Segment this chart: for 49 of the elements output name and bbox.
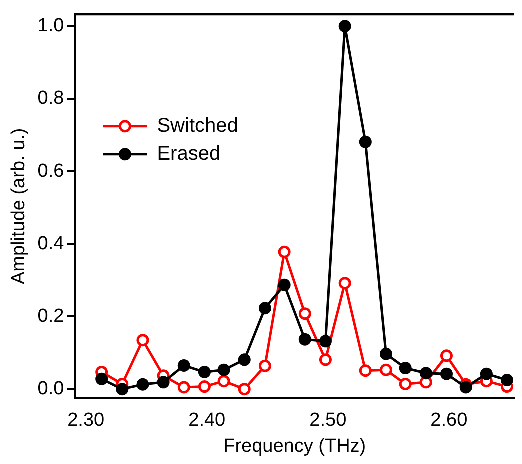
point <box>178 381 190 394</box>
point <box>198 366 211 379</box>
point <box>258 360 272 372</box>
point <box>218 364 230 376</box>
point <box>198 380 211 394</box>
legend-label: Erased <box>157 142 221 165</box>
x-tick-label: 2.40 <box>188 410 226 432</box>
point <box>136 378 150 391</box>
y-tick-label: 0.0 <box>38 378 64 400</box>
point <box>380 348 392 360</box>
point <box>298 333 312 346</box>
point <box>338 277 352 290</box>
point <box>440 350 453 362</box>
x-tick-label: 2.50 <box>310 410 347 432</box>
y-tick-label: 0.4 <box>38 233 65 254</box>
point <box>96 372 108 386</box>
point <box>157 376 170 389</box>
point <box>399 362 412 375</box>
point <box>238 383 251 396</box>
x-tick-label: 2.30 <box>68 410 105 432</box>
y-tick-label: 1.0 <box>38 16 64 37</box>
point <box>218 375 230 388</box>
point <box>480 368 493 380</box>
point <box>380 364 392 376</box>
y-tick-label: 0.2 <box>38 306 64 327</box>
point <box>319 335 332 348</box>
point <box>460 381 472 394</box>
x-axis-title: Frequency (THz) <box>224 436 366 457</box>
x-tick-label: 2.60 <box>430 410 468 432</box>
y-tick-label: 0.6 <box>38 160 64 182</box>
point <box>178 359 190 372</box>
point <box>319 354 332 366</box>
point <box>359 364 372 378</box>
point <box>298 308 312 320</box>
point <box>359 136 372 148</box>
point <box>500 374 514 387</box>
point <box>420 367 432 380</box>
point <box>338 20 352 33</box>
point <box>399 378 412 390</box>
point <box>136 334 150 347</box>
point <box>258 302 272 315</box>
legend-label: Switched <box>157 114 238 137</box>
point <box>116 383 129 396</box>
y-tick-label: 0.8 <box>38 88 64 110</box>
point <box>440 368 453 380</box>
point <box>278 246 291 258</box>
y-axis-title: Amplitude (arb. u.) <box>8 128 30 285</box>
point <box>238 354 251 366</box>
point <box>278 278 291 292</box>
